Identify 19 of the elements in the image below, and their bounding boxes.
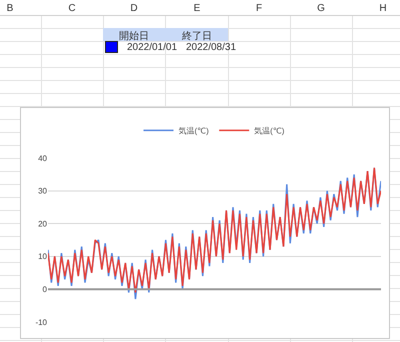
y-tick-label: 10: [38, 252, 48, 262]
legend-label: 気温(℃): [178, 126, 210, 136]
text: E: [194, 3, 200, 14]
y-tick-label: 0: [42, 285, 48, 294]
text: D: [130, 3, 138, 14]
text: 2022/08/31: [186, 42, 236, 53]
y-tick-label: 40: [38, 154, 48, 163]
y-tick-label: -10: [35, 318, 48, 327]
text: F: [256, 3, 262, 14]
text: 開始日: [119, 30, 149, 42]
text: H: [379, 3, 387, 14]
text: 終了日: [182, 30, 212, 42]
text: G: [317, 3, 325, 14]
y-tick-label: 30: [38, 186, 48, 196]
text: B: [6, 3, 14, 14]
text: 2022/01/01: [126, 42, 178, 53]
legend-label: 気温(℃): [254, 126, 285, 136]
y-tick-label: 20: [38, 219, 48, 228]
text: C: [68, 3, 76, 14]
